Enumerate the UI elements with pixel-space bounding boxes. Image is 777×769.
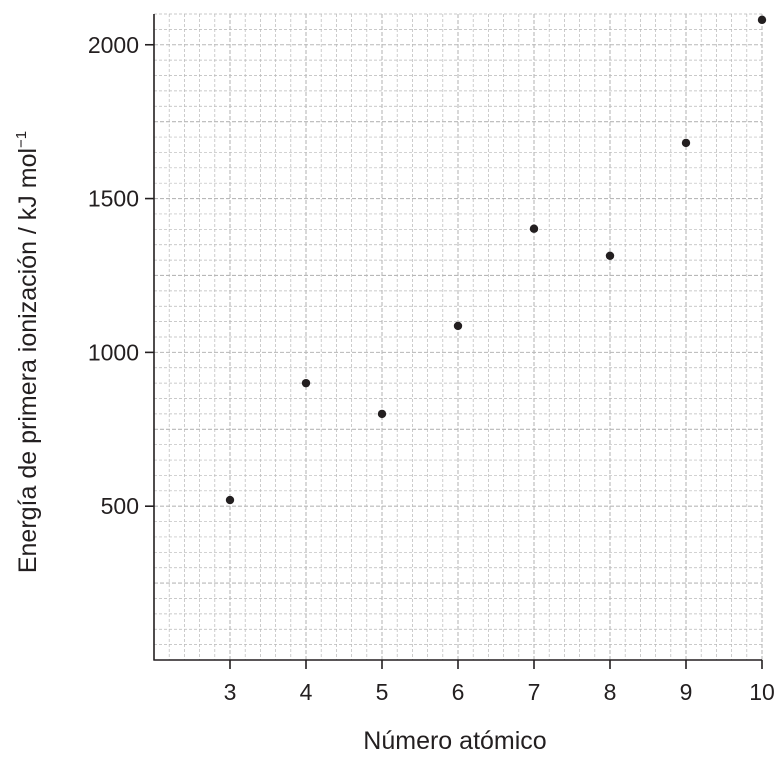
x-tick-label: 10 xyxy=(749,679,775,705)
y-tick-label: 500 xyxy=(101,493,139,519)
x-tick-label: 9 xyxy=(680,679,693,705)
x-tick-label: 6 xyxy=(452,679,465,705)
y-tick-label: 1500 xyxy=(88,186,139,212)
x-axis-label: Número atómico xyxy=(363,727,546,755)
y-axis-label-superscript: −1 xyxy=(13,131,30,148)
x-tick-label: 3 xyxy=(224,679,237,705)
axes xyxy=(145,14,762,669)
x-tick-label: 7 xyxy=(528,679,541,705)
grid xyxy=(154,14,762,660)
data-point xyxy=(530,225,538,233)
data-point xyxy=(758,16,766,24)
y-axis-label-main: Energía de primera ionización / kJ mol xyxy=(14,148,42,573)
data-point xyxy=(378,410,386,418)
x-tick-label: 4 xyxy=(300,679,313,705)
data-point xyxy=(226,496,234,504)
data-point xyxy=(606,252,614,260)
x-tick-label: 8 xyxy=(604,679,617,705)
data-point xyxy=(454,322,462,330)
tick-labels: 3 4 5 6 7 8 9 10 500 1000 1500 2000 xyxy=(88,32,775,705)
data-point xyxy=(682,139,690,147)
x-tick-label: 5 xyxy=(376,679,389,705)
y-tick-label: 2000 xyxy=(88,32,139,58)
data-point xyxy=(302,379,310,387)
y-axis-label: Energía de primera ionización / kJ mol−1 xyxy=(13,131,42,573)
y-tick-label: 1000 xyxy=(88,339,139,365)
